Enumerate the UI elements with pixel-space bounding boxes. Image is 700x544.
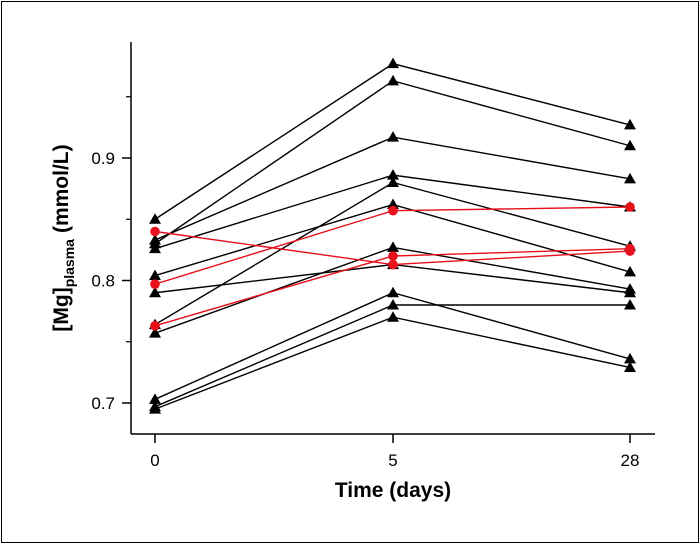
triangle-point — [387, 286, 399, 298]
series-black-triangle — [149, 57, 636, 224]
triangle-point — [387, 131, 399, 142]
triangle-point — [624, 286, 636, 298]
series-line — [154, 316, 631, 410]
series-black-triangle — [149, 131, 636, 245]
y-axis-label: [Mg]plasma (mmol/L) — [50, 144, 77, 331]
triangle-point — [387, 299, 399, 310]
series-black-triangle — [149, 241, 636, 338]
y-tick-label: 0.7 — [91, 394, 115, 413]
triangle-point — [624, 299, 636, 310]
y-axis-label-subscript: plasma — [61, 239, 77, 287]
triangle-point — [149, 242, 161, 254]
circle-point — [150, 226, 160, 237]
triangle-point — [149, 234, 161, 245]
series-layer — [149, 57, 636, 414]
y-ticks: 0.7 0.8 0.9 — [91, 96, 131, 413]
x-axis-label: Time (days) — [335, 479, 451, 502]
circle-point — [625, 243, 635, 254]
x-tick-label: 0 — [150, 451, 159, 470]
circle-point — [625, 202, 635, 212]
x-ticks: 0 5 28 — [150, 434, 639, 470]
y-tick-label: 0.8 — [91, 272, 115, 291]
series-black-triangle — [149, 286, 636, 404]
series-red-circle — [150, 202, 635, 289]
circle-point — [388, 259, 398, 270]
series-black-triangle — [149, 311, 636, 414]
circle-point — [388, 205, 398, 216]
triangle-point — [624, 265, 636, 277]
triangle-point — [387, 241, 399, 252]
triangle-point — [149, 393, 161, 404]
circle-point — [150, 279, 160, 289]
circle-point — [388, 251, 398, 261]
triangle-point — [387, 57, 399, 69]
series-line — [154, 80, 631, 245]
triangle-point — [149, 327, 161, 338]
triangle-point — [624, 352, 636, 364]
triangle-point — [387, 176, 399, 187]
x-tick-label: 5 — [388, 451, 397, 470]
triangle-point — [149, 269, 161, 281]
x-tick-label: 28 — [621, 451, 640, 470]
triangle-point — [387, 198, 399, 210]
series-line — [154, 136, 631, 241]
y-axis-label-main: [Mg] — [50, 287, 73, 331]
y-tick-label: 0.9 — [91, 149, 115, 168]
triangle-point — [149, 286, 161, 298]
triangle-point — [149, 213, 161, 224]
triangle-point — [149, 403, 161, 414]
series-black-triangle — [149, 74, 636, 249]
triangle-point — [624, 361, 636, 372]
triangle-point — [387, 169, 399, 180]
series-black-triangle — [149, 198, 636, 281]
y-axis-label-unit: (mmol/L) — [50, 144, 73, 233]
triangle-point — [624, 139, 636, 151]
circle-point — [150, 321, 160, 331]
triangle-point — [624, 172, 636, 184]
series-red-circle — [150, 243, 635, 331]
triangle-point — [387, 311, 399, 322]
triangle-point — [624, 118, 636, 130]
triangle-point — [387, 74, 399, 86]
